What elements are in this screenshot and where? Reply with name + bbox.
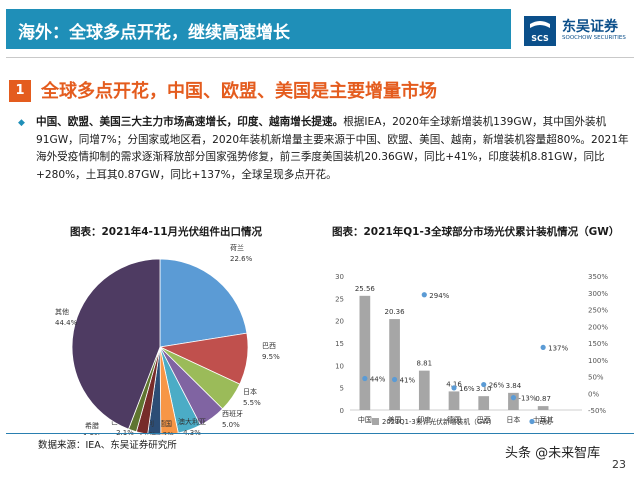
pie-slice: [159, 258, 248, 348]
yoy-value-label: 137%: [548, 344, 568, 352]
bar: [389, 319, 400, 410]
footer-divider: [6, 433, 634, 434]
x-axis-tick: 德国: [447, 415, 461, 424]
logo-name: 东吴证券: [562, 19, 618, 35]
yoy-value-label: 16%: [459, 385, 475, 393]
bar: [448, 391, 460, 410]
yoy-point: [481, 381, 487, 388]
x-axis-tick: 美国: [388, 415, 402, 424]
x-axis-tick: 印度: [417, 415, 431, 424]
bar: [478, 396, 490, 410]
bullet-diamond-icon: ◆: [18, 118, 25, 128]
paragraph-body: 根据IEA，2020年全球新增装机139GW，其中国外装机91GW，同增7%；分…: [36, 116, 629, 181]
yoy-value-label: 44%: [370, 376, 386, 384]
yoy-point: [391, 376, 398, 383]
bar: [418, 370, 430, 410]
paragraph-lead: 中国、欧盟、美国三大主力市场高速增长，印度、越南增长提速。: [36, 116, 344, 128]
right-axis-tick: 50%: [588, 374, 604, 382]
yoy-point: [540, 344, 546, 350]
pie-slice: [71, 258, 161, 430]
bar-value-label: 3.10: [476, 385, 492, 393]
pie-label: 西班牙: [222, 409, 243, 418]
header-divider: [6, 57, 634, 58]
yoy-value-label: 26%: [489, 382, 505, 390]
legend-bar-label: 2021Q1-3累计光伏新增装机（GW）: [382, 417, 496, 426]
x-axis-tick: 巴西: [477, 416, 491, 424]
title-band: 海外：全球多点开花，继续高速增长: [6, 9, 511, 49]
bar: [508, 392, 519, 410]
yoy-point: [510, 395, 517, 401]
legend-bar-swatch: [372, 418, 379, 425]
x-axis-tick: 中国: [358, 415, 372, 424]
right-axis-tick: 300%: [588, 290, 608, 298]
bar-value-label: 20.36: [385, 308, 406, 316]
right-axis-tick: -50%: [588, 407, 606, 415]
right-axis-tick: 150%: [588, 340, 608, 348]
bar-value-label: 3.84: [506, 382, 522, 390]
left-axis-tick: 25: [335, 295, 344, 303]
logo-mark-icon: SCS: [524, 16, 556, 46]
body-paragraph: 中国、欧盟、美国三大主力市场高速增长，印度、越南增长提速。根据IEA，2020年…: [36, 114, 632, 184]
right-axis-tick: 200%: [588, 323, 608, 331]
pie-value-label: 9.5%: [262, 353, 280, 361]
bar: [537, 406, 549, 410]
yoy-value-label: 41%: [400, 377, 416, 385]
pie-value-label: 5.0%: [222, 421, 240, 429]
pie-label: 荷兰: [230, 243, 244, 252]
right-figure-title: 图表：2021年Q1-3全球部分市场光伏累计装机情况（GW）: [332, 226, 620, 238]
left-axis-tick: 20: [335, 318, 344, 326]
export-pie-chart: 荷兰22.6%巴西9.5%日本5.5%西班牙5.0%澳大利亚4.3%德国3.2%…: [55, 243, 280, 435]
brand-logo: SCS 东吴证券 SOOCHOW SECURITIES: [522, 14, 634, 48]
logo-subtitle: SOOCHOW SECURITIES: [562, 35, 626, 41]
pie-value-label: 44.4%: [55, 319, 78, 327]
page-number: 23: [612, 458, 626, 471]
installation-bar-chart: 0 5 10 15 20 25 30 -50% 0% 50% 100% 150% 200% 250% 300…: [335, 273, 608, 426]
pie-value-label: 4.3%: [183, 429, 201, 435]
yoy-point: [362, 375, 368, 382]
pie-value-label: 1.5%: [83, 433, 101, 435]
right-axis-tick: 100%: [588, 357, 608, 365]
right-axis-tick: 250%: [588, 307, 608, 315]
header-bar: 海外：全球多点开花，继续高速增长 SCS 东吴证券 SOOCHOW SECURI…: [0, 0, 640, 58]
section-number: 1: [9, 80, 31, 102]
bar-value-label: 25.56: [355, 285, 376, 293]
x-axis-tick: 日本: [506, 415, 520, 424]
left-figure-title: 图表：2021年4-11月光伏组件出口情况: [70, 226, 262, 238]
pie-label: 其他: [55, 307, 69, 316]
legend-point-label: 同比: [538, 417, 552, 426]
pie-label: 希腊: [85, 421, 99, 430]
bar-value-label: 8.81: [416, 360, 432, 368]
pie-label: 澳大利亚: [178, 417, 206, 426]
left-axis-tick: 5: [340, 385, 344, 393]
pie-label: 巴西: [262, 342, 276, 350]
x-axis-tick: 土耳其: [533, 415, 554, 424]
left-axis-tick: 0: [340, 407, 344, 415]
right-axis-tick: 350%: [588, 273, 608, 281]
yoy-point: [421, 292, 427, 298]
right-axis-tick: 0%: [588, 390, 599, 398]
yoy-value-label: -13%: [518, 395, 536, 403]
section-title: 全球多点开花，中国、欧盟、美国是主要增量市场: [41, 81, 437, 102]
left-axis-tick: 10: [335, 362, 344, 370]
pie-value-label: 22.6%: [230, 255, 253, 263]
yoy-point: [451, 385, 457, 391]
bar: [359, 295, 371, 410]
left-axis-tick: 15: [335, 340, 344, 348]
yoy-value-label: 294%: [429, 292, 449, 300]
pie-value-label: 2.1%: [116, 429, 134, 435]
pie-label: 日本: [243, 387, 257, 396]
bar-value-label: 0.87: [535, 395, 551, 403]
watermark: 头条 @未来智库: [505, 446, 601, 461]
page-title: 海外：全球多点开花，继续高速增长: [18, 23, 290, 43]
bar-value-label: 4.16: [446, 380, 462, 388]
pie-value-label: 5.5%: [243, 399, 261, 407]
logo-mark-text: SCS: [531, 34, 549, 43]
data-source: 数据来源：IEA、东吴证券研究所: [38, 440, 177, 451]
left-axis-tick: 30: [335, 273, 344, 281]
pie-label: 德国: [158, 419, 172, 428]
legend-point-swatch: [529, 418, 535, 425]
